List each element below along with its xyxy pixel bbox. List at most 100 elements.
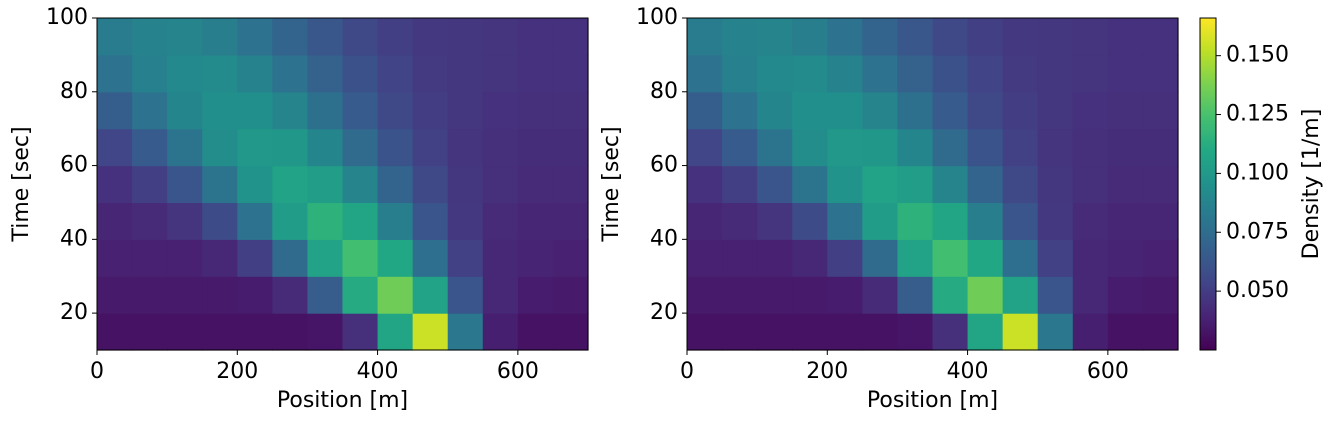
heatmap-cell (517, 239, 554, 277)
heatmap-cell (1142, 202, 1179, 240)
heatmap-cell (377, 18, 414, 56)
heatmap-cell (722, 54, 758, 93)
heatmap-cell (687, 54, 723, 93)
heatmap-cell (827, 18, 863, 56)
heatmap-cell (897, 128, 934, 167)
heatmap-cell (342, 239, 379, 277)
heatmap-cell (552, 54, 589, 93)
heatmap-cell (1037, 239, 1074, 277)
heatmap-cell (447, 18, 484, 56)
heatmap-cell (377, 313, 414, 351)
heatmap-cell (307, 54, 344, 93)
heatmap-cell (932, 18, 969, 56)
heatmap-cell (932, 313, 969, 351)
colorbar-tick-label: 0.100 (1226, 160, 1289, 185)
heatmap-cell (377, 128, 414, 167)
heatmap-cell (237, 91, 273, 130)
y-tick-label: 100 (636, 5, 678, 30)
heatmap-cell (792, 128, 828, 167)
x-tick-label: 400 (947, 359, 989, 384)
heatmap-cell (167, 18, 203, 56)
heatmap-cell (447, 128, 484, 167)
heatmap-cell (482, 239, 519, 277)
heatmap-cell (237, 165, 273, 204)
heatmap-cell (897, 202, 934, 240)
colorbar-tick-label: 0.125 (1226, 102, 1289, 127)
y-tick-label: 40 (60, 226, 88, 251)
heatmap-cell (722, 239, 758, 277)
heatmap-cell (757, 18, 793, 56)
plot-frame (96, 17, 589, 351)
heatmap-cell (482, 128, 519, 167)
heatmap-cell (687, 202, 723, 240)
y-tick-label: 20 (60, 300, 88, 325)
heatmap-cell (722, 313, 758, 351)
heatmap-cell (447, 276, 484, 314)
heatmap-cell (237, 128, 273, 167)
heatmap-cell (202, 91, 238, 130)
heatmap-cell (517, 202, 554, 240)
heatmap-cell (687, 313, 723, 351)
heatmap-cell (167, 54, 203, 93)
heatmap-cell (1142, 276, 1179, 314)
heatmap-cell (307, 91, 344, 130)
heatmap-cell (967, 18, 1004, 56)
heatmap-cell (167, 91, 203, 130)
heatmap-cell (1107, 128, 1144, 167)
heatmap-cell (1107, 165, 1144, 204)
heatmap-cell (1002, 239, 1039, 277)
heatmap-cell (307, 128, 344, 167)
heatmap-cell (967, 313, 1004, 351)
heatmap-cell (482, 202, 519, 240)
heatmap-cell (792, 18, 828, 56)
heatmap-cell (1002, 18, 1039, 56)
heatmap-cell (97, 128, 133, 167)
heatmap-cell (1002, 202, 1039, 240)
heatmap-cell (757, 276, 793, 314)
heatmap-cell (897, 165, 934, 204)
heatmap-cell (792, 202, 828, 240)
heatmap-cell (967, 202, 1004, 240)
heatmap-cell (897, 313, 934, 351)
heatmap-cell (447, 313, 484, 351)
heatmap-cell (1072, 91, 1109, 130)
heatmap-cell (237, 18, 273, 56)
heatmap-cell (97, 239, 133, 277)
heatmap-cell (342, 276, 379, 314)
heatmap-cell (412, 54, 449, 93)
heatmap-cell (1107, 202, 1144, 240)
heatmap-cell (447, 239, 484, 277)
heatmap-cell (447, 202, 484, 240)
heatmap-cell (167, 313, 203, 351)
colorbar-tick-label: 0.050 (1226, 278, 1289, 303)
heatmap-cell (722, 276, 758, 314)
heatmap-cell (1072, 54, 1109, 93)
heatmap-cell (1037, 165, 1074, 204)
heatmap-cell (792, 276, 828, 314)
heatmap-cell (272, 91, 309, 130)
x-axis-label: Position [m] (867, 388, 998, 413)
colorbar-label: Density [1/m] (1299, 109, 1324, 260)
heatmap-cell (897, 54, 934, 93)
heatmap-cell (97, 18, 133, 56)
heatmap-cell (897, 239, 934, 277)
heatmap-cell (552, 202, 589, 240)
x-tick-label: 600 (497, 359, 539, 384)
heatmap-cell (237, 276, 273, 314)
heatmap-cell (827, 91, 863, 130)
heatmap-cell (272, 313, 309, 351)
heatmap-cell (272, 239, 309, 277)
heatmap-cell (1002, 165, 1039, 204)
heatmap-cell (202, 313, 238, 351)
heatmap-cell (862, 239, 899, 277)
x-tick-label: 0 (90, 359, 104, 384)
heatmap-cell (932, 165, 969, 204)
heatmap-cell (517, 18, 554, 56)
heatmap-cell (967, 128, 1004, 167)
heatmap-cell (1002, 128, 1039, 167)
heatmap-cell (687, 276, 723, 314)
plot-frame (686, 17, 1179, 351)
heatmap-cell (307, 313, 344, 351)
heatmap-cell (272, 18, 309, 56)
